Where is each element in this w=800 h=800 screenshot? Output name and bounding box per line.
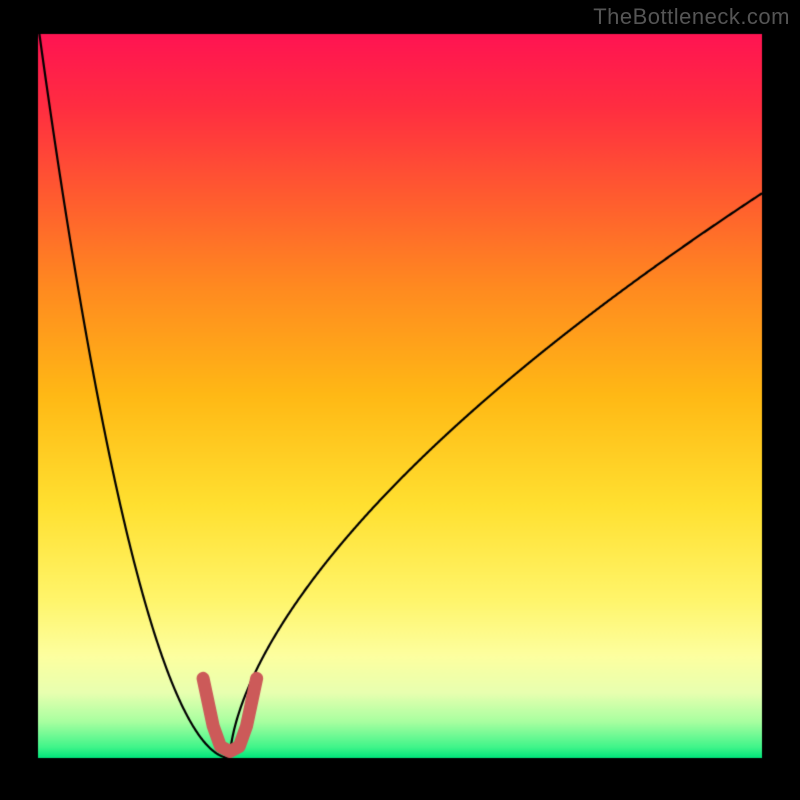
bottleneck-curve-chart (0, 0, 800, 800)
watermark-text: TheBottleneck.com (593, 4, 790, 30)
